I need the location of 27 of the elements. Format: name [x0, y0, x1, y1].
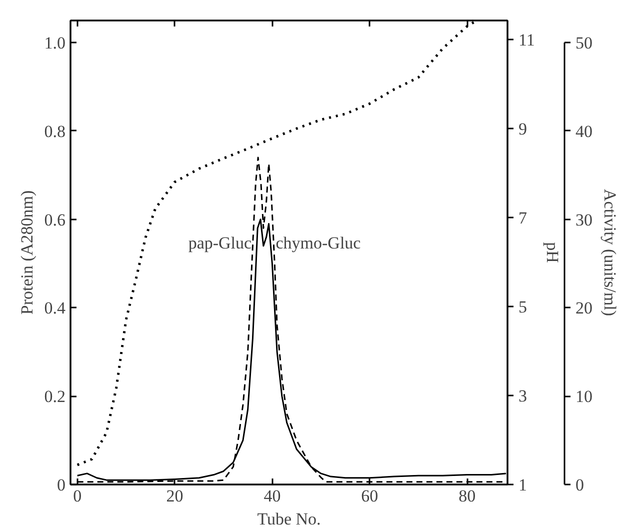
annotation: chymo-Gluc — [276, 233, 362, 252]
y-tick-label: 0.6 — [44, 210, 66, 230]
y2-tick-label: 11 — [518, 30, 535, 50]
y-tick-label: 0.4 — [44, 298, 66, 318]
y2-tick-label: 5 — [518, 298, 527, 317]
y2-tick-label: 7 — [518, 208, 528, 228]
y3-tick-label: 30 — [576, 210, 592, 230]
y3-tick-label: 20 — [576, 298, 592, 318]
x-tick-label: 80 — [458, 486, 476, 506]
y2-tick-label: 9 — [518, 120, 527, 139]
y2-tick-label: 1 — [518, 476, 527, 494]
x-tick-label: 20 — [166, 486, 184, 506]
y-tick-label: 1.0 — [44, 34, 66, 53]
y-axis-title: Protein (A280nm) — [17, 190, 36, 315]
y3-tick-label: 10 — [576, 387, 592, 406]
x-tick-label: 0 — [73, 486, 82, 506]
y3-tick-label: 50 — [576, 34, 592, 53]
y3-tick-label: 40 — [576, 122, 592, 141]
y2-tick-label: 3 — [518, 386, 527, 406]
y-tick-label: 0.8 — [44, 122, 66, 141]
x-tick-label: 60 — [361, 486, 378, 506]
annotation: pap-Gluc — [188, 233, 252, 252]
y-tick-label: 0.2 — [44, 387, 66, 406]
x-axis-title: Tube No. — [257, 510, 321, 528]
y3-axis-title: Activity (units/ml) — [600, 188, 620, 316]
x-tick-label: 40 — [264, 486, 281, 506]
y2-axis-title: pH — [542, 242, 562, 263]
